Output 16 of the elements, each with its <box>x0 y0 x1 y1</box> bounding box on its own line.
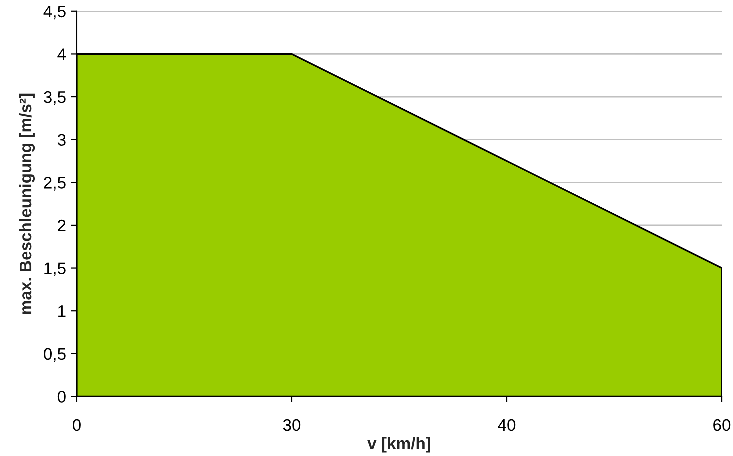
y-tick-label: 4 <box>58 48 66 60</box>
y-tick-label: 4,5 <box>44 6 66 20</box>
y-tick-label: 2 <box>58 220 66 232</box>
x-tick-label: 30 <box>283 419 301 432</box>
y-tick-label: 3,5 <box>44 91 66 106</box>
x-tick-label: 0 <box>72 419 81 432</box>
x-axis-title: v [km/h] <box>368 437 430 453</box>
y-tick-label: 3 <box>58 134 66 146</box>
y-tick-label: 1,5 <box>44 262 66 276</box>
y-tick-label: 0 <box>58 391 66 403</box>
y-axis-title: max. Beschleunigung [m/s²] <box>19 94 36 314</box>
y-tick-label: 0,5 <box>44 348 66 362</box>
y-tick-label: 1 <box>58 306 66 318</box>
x-tick-label: 40 <box>498 419 516 432</box>
x-tick-label: 60 <box>714 419 731 432</box>
y-tick-label: 2,5 <box>44 177 66 191</box>
